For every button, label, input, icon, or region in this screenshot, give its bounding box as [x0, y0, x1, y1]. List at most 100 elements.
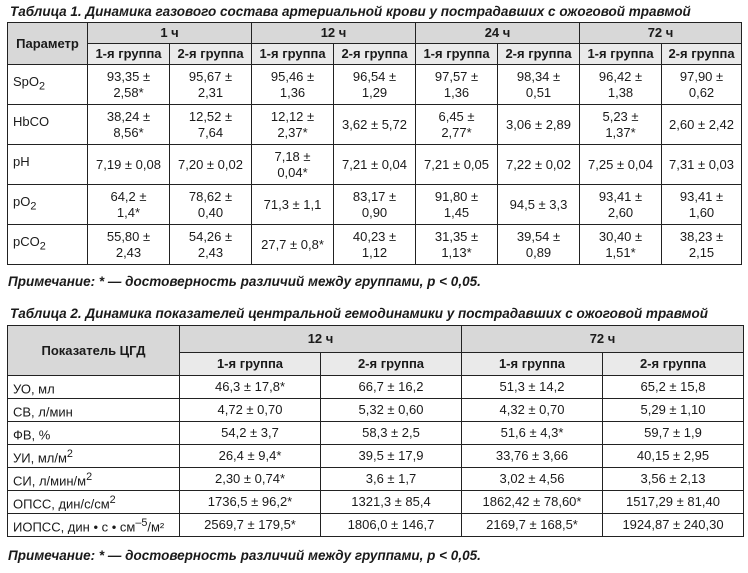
- table-row: ИОПСС, дин • с • см–5/м² 2569,7 ± 179,5*…: [7, 513, 744, 537]
- param-name: pH: [7, 144, 88, 185]
- table-cell: 27,7 ± 0,8*: [251, 224, 335, 265]
- param-name: pO2: [7, 184, 88, 225]
- table-cell: 95,46 ± 1,36: [251, 64, 335, 105]
- table-cell: 54,2 ± 3,7: [179, 421, 321, 445]
- table2-note: Примечание: * — достоверность различий м…: [8, 548, 481, 563]
- param-name: SpO2: [7, 64, 88, 105]
- group-header: 1-я группа: [87, 43, 170, 65]
- table-cell: 7,25 ± 0,04: [579, 144, 663, 185]
- table-cell: 98,34 ± 0,51: [497, 64, 581, 105]
- table-cell: 93,41 ± 2,60: [579, 184, 663, 225]
- table-cell: 30,40 ± 1,51*: [579, 224, 663, 265]
- table-cell: 83,17 ± 0,90: [333, 184, 417, 225]
- table-row: СИ, л/мин/м2 2,30 ± 0,74* 3,6 ± 1,7 3,02…: [7, 467, 744, 491]
- table-cell: 71,3 ± 1,1: [251, 184, 335, 225]
- table-cell: 93,35 ± 2,58*: [87, 64, 170, 105]
- table-cell: 59,7 ± 1,9: [602, 421, 744, 445]
- table-cell: 4,72 ± 0,70: [179, 398, 321, 422]
- table-cell: 3,62 ± 5,72: [333, 104, 417, 145]
- table-cell: 33,76 ± 3,66: [461, 444, 603, 468]
- table-row: pCO2 55,80 ± 2,43 54,26 ± 2,43 27,7 ± 0,…: [7, 224, 743, 265]
- table-row: pO2 64,2 ± 1,4* 78,62 ± 0,40 71,3 ± 1,1 …: [7, 184, 743, 225]
- table-cell: 7,20 ± 0,02: [168, 144, 253, 185]
- table-row: ФВ, % 54,2 ± 3,7 58,3 ± 2,5 51,6 ± 4,3* …: [7, 421, 744, 445]
- table-row: УИ, мл/м2 26,4 ± 9,4* 39,5 ± 17,9 33,76 …: [7, 444, 744, 468]
- table-cell: 39,5 ± 17,9: [320, 444, 462, 468]
- table-cell: 55,80 ± 2,43: [87, 224, 170, 265]
- table-cell: 31,35 ± 1,13*: [415, 224, 499, 265]
- param-name: СВ, л/мин: [7, 398, 180, 422]
- group-header: 1-я группа: [251, 43, 335, 65]
- time-header: 72 ч: [461, 325, 744, 353]
- table-cell: 97,90 ± 0,62: [661, 64, 743, 105]
- table-cell: 5,29 ± 1,10: [602, 398, 744, 422]
- group-header: 2-я группа: [497, 43, 581, 65]
- group-header: 1-я группа: [579, 43, 663, 65]
- table-cell: 7,18 ± 0,04*: [251, 144, 335, 185]
- group-header: 2-я группа: [320, 352, 462, 376]
- table-row: СВ, л/мин 4,72 ± 0,70 5,32 ± 0,60 4,32 ±…: [7, 398, 744, 422]
- group-header: 1-я группа: [415, 43, 499, 65]
- table1-note: Примечание: * — достоверность различий м…: [8, 274, 481, 289]
- table-cell: 66,7 ± 16,2: [320, 375, 462, 399]
- table-cell: 6,45 ± 2,77*: [415, 104, 499, 145]
- table-cell: 2169,7 ± 168,5*: [461, 513, 603, 537]
- blood-gas-table: Параметр 1 ч 12 ч 24 ч 72 ч 1-я группа 2…: [7, 22, 743, 265]
- param-name: ИОПСС, дин • с • см–5/м²: [7, 513, 180, 537]
- time-header: 24 ч: [415, 22, 581, 44]
- table-cell: 7,19 ± 0,08: [87, 144, 170, 185]
- table-cell: 3,06 ± 2,89: [497, 104, 581, 145]
- group-header: 2-я группа: [333, 43, 417, 65]
- time-header: 72 ч: [579, 22, 743, 44]
- table-cell: 94,5 ± 3,3: [497, 184, 581, 225]
- table-cell: 51,3 ± 14,2: [461, 375, 603, 399]
- table-cell: 3,6 ± 1,7: [320, 467, 462, 491]
- table-cell: 2,30 ± 0,74*: [179, 467, 321, 491]
- table-cell: 39,54 ± 0,89: [497, 224, 581, 265]
- table-cell: 64,2 ± 1,4*: [87, 184, 170, 225]
- table-cell: 91,80 ± 1,45: [415, 184, 499, 225]
- param-header: Показатель ЦГД: [7, 325, 180, 376]
- table-cell: 46,3 ± 17,8*: [179, 375, 321, 399]
- table-cell: 2,60 ± 2,42: [661, 104, 743, 145]
- table-cell: 78,62 ± 0,40: [168, 184, 253, 225]
- table-cell: 97,57 ± 1,36: [415, 64, 499, 105]
- table-cell: 4,32 ± 0,70: [461, 398, 603, 422]
- param-name: ОПСС, дин/с/см2: [7, 490, 180, 514]
- table-cell: 2569,7 ± 179,5*: [179, 513, 321, 537]
- table-cell: 1736,5 ± 96,2*: [179, 490, 321, 514]
- table-cell: 7,21 ± 0,05: [415, 144, 499, 185]
- table-row: ОПСС, дин/с/см2 1736,5 ± 96,2* 1321,3 ± …: [7, 490, 744, 514]
- param-name: УИ, мл/м2: [7, 444, 180, 468]
- time-header: 12 ч: [179, 325, 462, 353]
- table-cell: 1806,0 ± 146,7: [320, 513, 462, 537]
- table-row: УО, мл 46,3 ± 17,8* 66,7 ± 16,2 51,3 ± 1…: [7, 375, 744, 399]
- table-cell: 38,24 ± 8,56*: [87, 104, 170, 145]
- table-cell: 7,21 ± 0,04: [333, 144, 417, 185]
- table-cell: 5,32 ± 0,60: [320, 398, 462, 422]
- time-header: 1 ч: [86, 22, 253, 44]
- group-header: 2-я группа: [661, 43, 743, 65]
- table-cell: 40,23 ± 1,12: [333, 224, 417, 265]
- time-header: 12 ч: [251, 22, 417, 44]
- table-cell: 26,4 ± 9,4*: [179, 444, 321, 468]
- table-cell: 1321,3 ± 85,4: [320, 490, 462, 514]
- table-cell: 54,26 ± 2,43: [168, 224, 253, 265]
- group-header: 1-я группа: [461, 352, 603, 376]
- table-cell: 38,23 ± 2,15: [661, 224, 743, 265]
- table1-caption: Таблица 1. Динамика газового состава арт…: [10, 4, 691, 19]
- table-cell: 93,41 ± 1,60: [661, 184, 743, 225]
- table-cell: 5,23 ± 1,37*: [579, 104, 663, 145]
- table-cell: 96,54 ± 1,29: [333, 64, 417, 105]
- group-header: 2-я группа: [168, 43, 253, 65]
- table-cell: 40,15 ± 2,95: [602, 444, 744, 468]
- table-cell: 3,56 ± 2,13: [602, 467, 744, 491]
- table-row: pH 7,19 ± 0,08 7,20 ± 0,02 7,18 ± 0,04* …: [7, 144, 743, 185]
- table-cell: 96,42 ± 1,38: [579, 64, 663, 105]
- group-header: 1-я группа: [179, 352, 321, 376]
- table-cell: 3,02 ± 4,56: [461, 467, 603, 491]
- param-name: УО, мл: [7, 375, 180, 399]
- table-cell: 12,52 ± 7,64: [168, 104, 253, 145]
- table-cell: 1862,42 ± 78,60*: [461, 490, 603, 514]
- param-header: Параметр: [7, 22, 88, 65]
